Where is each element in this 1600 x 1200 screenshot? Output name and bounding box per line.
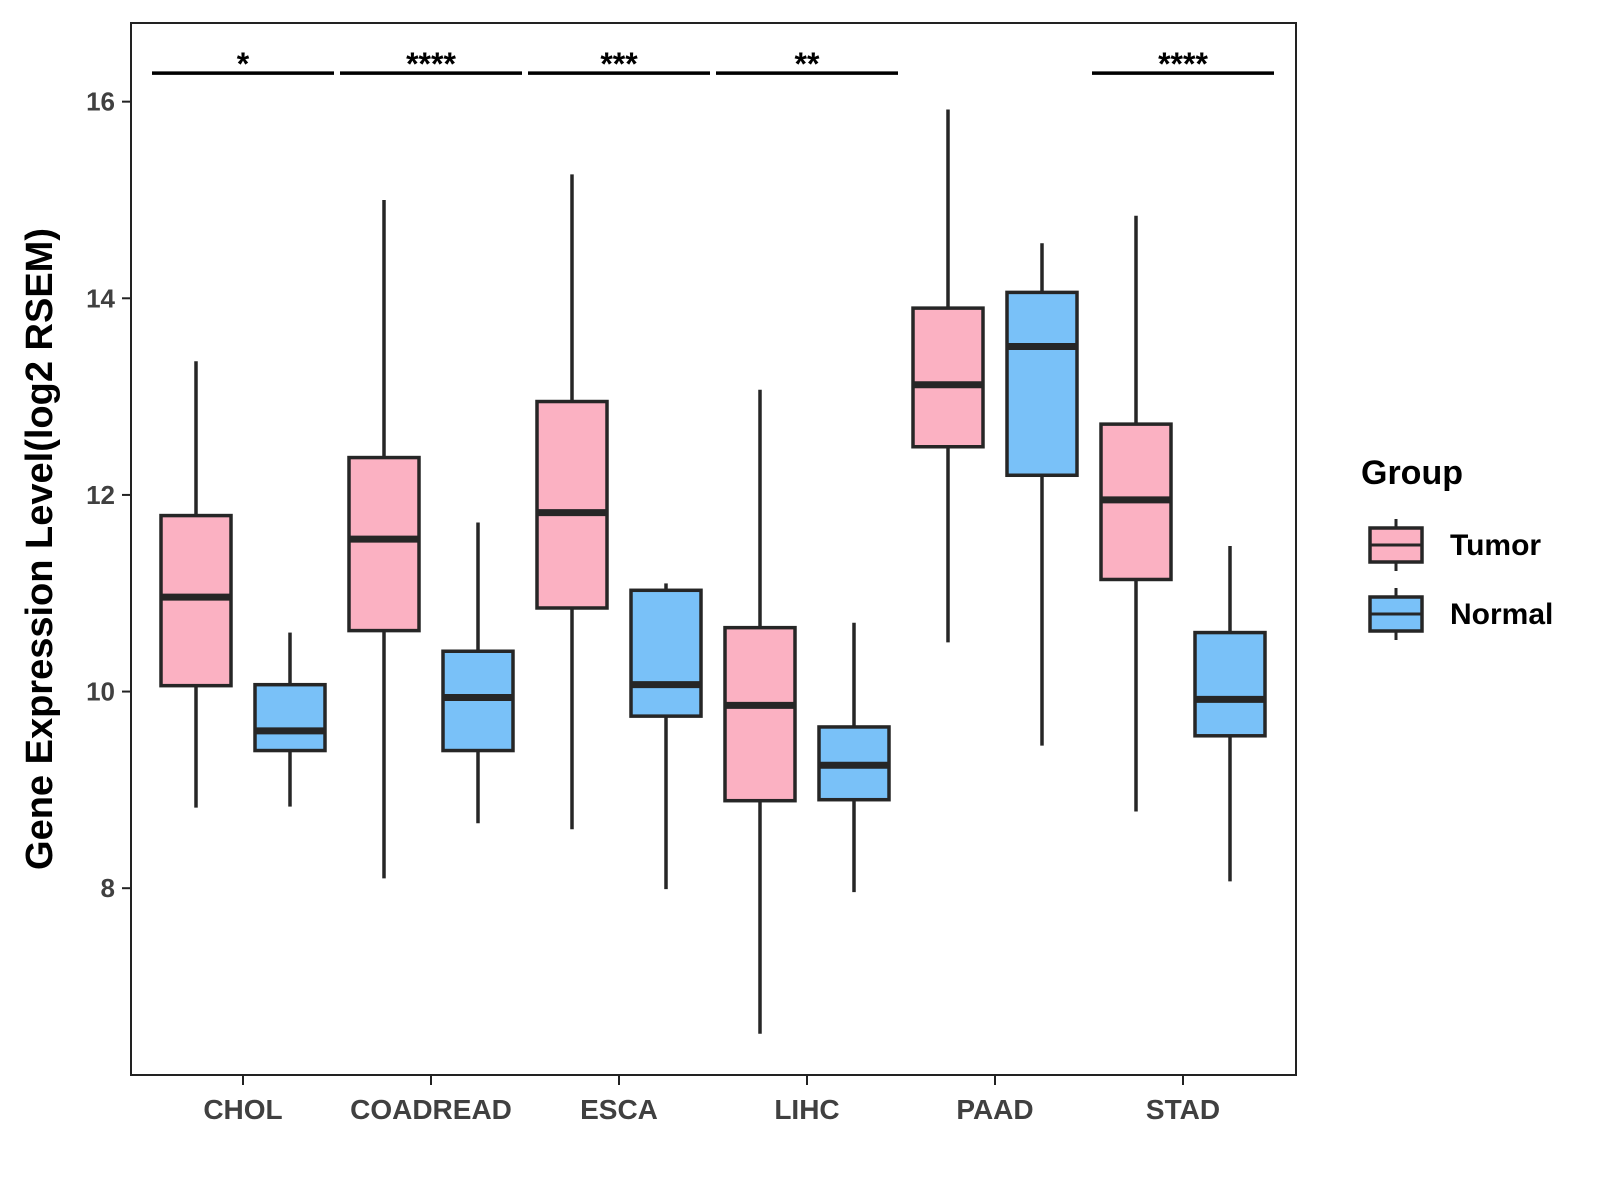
legend-key-tumor [1368,519,1424,571]
box-normal-coadread [441,522,515,824]
x-tick-label: LIHC [774,1094,839,1125]
legend-label-tumor: Tumor [1450,529,1541,562]
legend-label-normal: Normal [1450,598,1553,631]
box-iqr [1005,290,1079,478]
y-tick-label: 16 [86,87,115,117]
box-iqr [535,399,609,610]
significance-label: **** [1158,46,1208,82]
legend: Group Tumor Normal [1361,454,1553,640]
box-iqr [629,588,703,718]
box-tumor-esca [535,174,609,830]
y-tick-label: 14 [86,283,115,313]
plot-border [130,22,1297,1076]
box-tumor-paad [911,109,985,643]
significance-label: ** [795,46,820,82]
significance-label: * [237,46,250,82]
legend-key-normal [1368,588,1424,640]
box-iqr [253,682,327,753]
box-normal-esca [629,583,703,890]
box-tumor-chol [159,361,233,808]
box-iqr [911,306,985,449]
y-tick-label: 10 [86,677,115,707]
significance-label: **** [406,46,456,82]
y-tick-label: 8 [101,873,115,903]
box-normal-stad [1193,546,1267,882]
x-tick-label: ESCA [580,1094,658,1125]
box-iqr [347,455,421,633]
box-normal-lihc [817,622,891,893]
x-tick-label: STAD [1146,1094,1220,1125]
box-iqr [1193,630,1267,738]
box-tumor-stad [1099,215,1173,812]
y-axis-label: Gene Expression Level(log2 RSEM) [19,228,61,870]
legend-title: Group [1361,454,1463,492]
x-tick-label: COADREAD [350,1094,512,1125]
x-tick-label: CHOL [203,1094,282,1125]
box-normal-paad [1005,243,1079,746]
x-tick-label: PAAD [956,1094,1033,1125]
significance-label: *** [600,46,638,82]
y-tick-label: 12 [86,480,115,510]
box-iqr [723,625,797,803]
box-tumor-lihc [723,389,797,1034]
box-normal-chol [253,632,327,807]
box-tumor-coadread [347,199,421,879]
